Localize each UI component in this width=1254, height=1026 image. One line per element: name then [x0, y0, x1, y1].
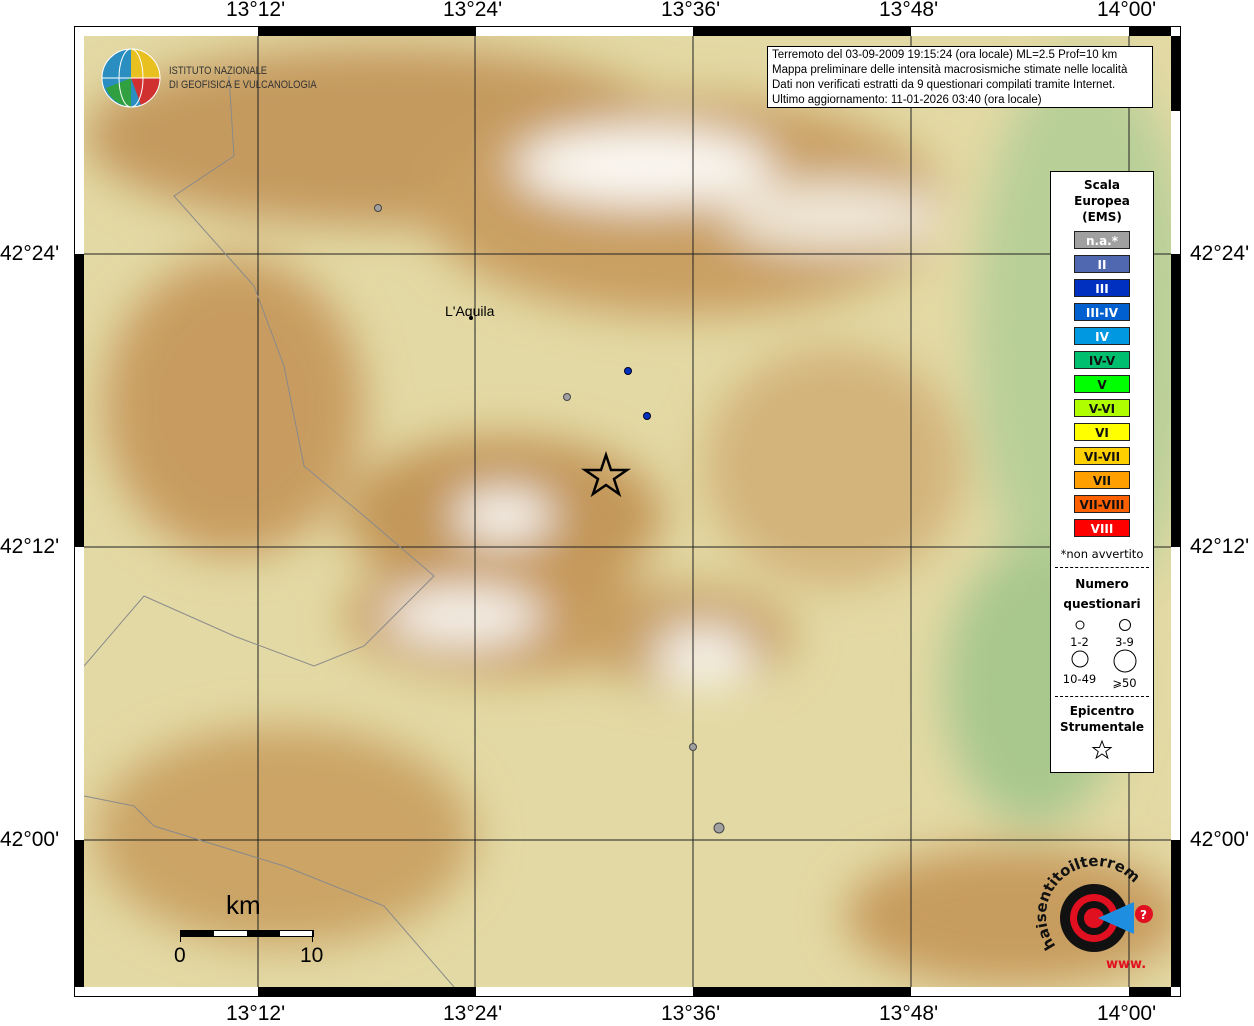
- lat-tick: 42°24': [0, 242, 60, 265]
- lat-tick: 42°00': [1190, 828, 1250, 851]
- intensity-swatch: III: [1074, 279, 1130, 297]
- lat-tick: 42°00': [0, 828, 60, 851]
- info-line: Dati non verificati estratti da 9 questi…: [772, 79, 1116, 91]
- event-info-box: Terremoto del 03-09-2009 19:15:24 (ora l…: [767, 46, 1153, 108]
- city-dot: [469, 316, 473, 320]
- lon-tick: 13°24': [443, 0, 503, 21]
- intensity-swatch: III-IV: [1074, 303, 1130, 321]
- haisentito-badge[interactable]: ? haisentitoilterremoto.it www.: [1031, 842, 1166, 980]
- svg-text:www.: www.: [1106, 957, 1146, 972]
- count-legend: 1-2 3-9 10-49 ⩾50: [1057, 618, 1147, 690]
- legend: Scala Europea (EMS) n.a.* II III III-IV IV IV-V…: [1050, 171, 1154, 773]
- intensity-swatch: V-VI: [1074, 399, 1130, 417]
- map[interactable]: [84, 36, 1171, 987]
- info-line: Mappa preliminare delle intensità macros…: [772, 64, 1128, 76]
- ingv-logo: ISTITUTO NAZIONALE DI GEOFISICA E VULCANO…: [101, 48, 317, 114]
- frame-bar-bottom: [74, 987, 1181, 997]
- intensity-points: [374, 204, 725, 834]
- lon-tick: 14°00': [1097, 1002, 1157, 1025]
- city-label: L'Aquila: [445, 303, 495, 319]
- star-icon: [1091, 739, 1113, 760]
- intensity-swatch: V: [1074, 375, 1130, 393]
- point-na: [713, 822, 725, 834]
- intensity-swatch: VI-VII: [1074, 447, 1130, 465]
- frame-bar-left: [74, 254, 84, 547]
- lat-tick: 42°12': [1190, 535, 1250, 558]
- epicenter-star-icon: [580, 451, 632, 498]
- logo-text: DI GEOFISICA E VULCANOLOGIA: [169, 79, 317, 91]
- legend-note: *non avvertito: [1060, 547, 1144, 561]
- lon-tick: 13°48': [879, 0, 939, 21]
- intensity-swatch: VIII: [1074, 519, 1130, 537]
- point-na: [374, 204, 382, 212]
- lon-tick: 13°36': [661, 1002, 721, 1025]
- lat-tick: 42°24': [1190, 242, 1250, 265]
- lon-tick: 14°00': [1097, 0, 1157, 21]
- point-na: [689, 743, 697, 751]
- terrain: [84, 36, 1171, 987]
- point-iii: [643, 412, 651, 420]
- intensity-swatch: VI: [1074, 423, 1130, 441]
- intensity-scale: n.a.* II III III-IV IV IV-V V V-VI VI VI-VII VII VI…: [1051, 231, 1153, 537]
- frame-bar-top: [74, 26, 1181, 36]
- lon-tick: 13°12': [226, 0, 286, 21]
- intensity-swatch: n.a.*: [1074, 231, 1130, 249]
- logo-text: ISTITUTO NAZIONALE: [169, 65, 268, 77]
- lon-tick: 13°48': [879, 1002, 939, 1025]
- event-title: Terremoto del 03-09-2009 19:15:24 (ora l…: [772, 49, 1118, 61]
- scale-bar: km 0 10: [174, 890, 324, 967]
- intensity-swatch: VII-VIII: [1074, 495, 1130, 513]
- intensity-swatch: IV-V: [1074, 351, 1130, 369]
- point-iii: [624, 367, 632, 375]
- intensity-swatch: VII: [1074, 471, 1130, 489]
- svg-text:?: ?: [1140, 908, 1147, 922]
- intensity-swatch: IV: [1074, 327, 1130, 345]
- lon-tick: 13°24': [443, 1002, 503, 1025]
- frame-bar-right: [1171, 254, 1181, 547]
- last-update: Ultimo aggiornamento: 11-01-2026 03:40 (…: [772, 94, 1042, 106]
- lat-tick: 42°12': [0, 535, 60, 558]
- lon-tick: 13°12': [226, 1002, 286, 1025]
- intensity-swatch: II: [1074, 255, 1130, 273]
- lon-tick: 13°36': [661, 0, 721, 21]
- point-na: [563, 393, 571, 401]
